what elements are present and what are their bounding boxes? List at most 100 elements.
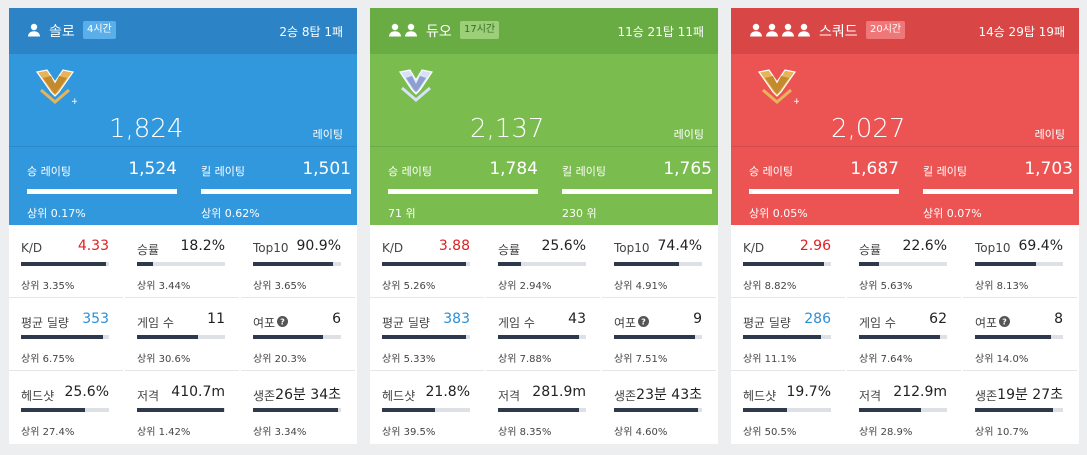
stat-value: 25.6%	[541, 238, 586, 254]
stat-percentile: 상위 1.42%	[137, 427, 191, 438]
help-icon[interactable]: ?	[999, 315, 1011, 330]
rating-label: 레이팅	[1034, 128, 1065, 141]
stat-label: K/D	[21, 241, 43, 255]
stat-cell: 헤드샷 21.8% 상위 39.5%	[370, 370, 484, 443]
stat-bar-fill	[859, 335, 940, 339]
stat-bar	[137, 408, 225, 412]
stat-percentile: 상위 50.5%	[743, 427, 797, 438]
help-icon[interactable]: ?	[277, 315, 289, 330]
win-rating-rank: 상위 0.17%	[27, 207, 86, 220]
mode-name: 스쿼드	[819, 24, 858, 40]
stat-bar-fill	[975, 335, 1051, 339]
stat-bar-fill	[743, 408, 787, 412]
stat-bar-fill	[498, 335, 579, 339]
stat-cell: 승률 22.6% 상위 5.63%	[847, 224, 961, 298]
stat-cell: K/D 3.88 상위 5.26%	[370, 224, 484, 298]
rating-value: 1,824	[109, 114, 184, 144]
stat-cell: 생존 19분 27초 상위 10.7%	[963, 370, 1077, 443]
win-rating-bar	[388, 189, 538, 194]
stat-value: 353	[82, 311, 109, 327]
kill-rating-value: 1,765	[663, 159, 712, 179]
squad-card: 스쿼드 20시간 14승 29탑 19패 + 그랜드마스터 1 2,027 레이…	[731, 8, 1079, 444]
rating-value: 2,027	[831, 114, 906, 144]
duo-card: 듀오 17시간 11승 21탑 11패 TOP 500 2,137 레이팅 64…	[370, 8, 718, 444]
stat-label: 헤드샷	[21, 389, 55, 403]
win-rating-bar	[749, 189, 899, 194]
stat-label: 여포?	[975, 314, 1011, 331]
win-rating-label: 승 레이팅	[388, 165, 432, 178]
stat-value: 90.9%	[296, 238, 341, 254]
stat-cell: 저격 410.7m 상위 1.42%	[125, 370, 239, 443]
stat-value: 69.4%	[1018, 238, 1063, 254]
stat-value: 21.8%	[425, 384, 470, 400]
stat-label: 게임 수	[137, 316, 174, 330]
person-icon	[781, 23, 795, 39]
stat-percentile: 상위 11.1%	[743, 354, 797, 365]
stat-label: K/D	[743, 241, 765, 255]
win-rating: 승 레이팅 1,784 71 위	[388, 147, 548, 225]
stat-bar-fill	[382, 408, 435, 412]
stat-percentile: 상위 28.9%	[859, 427, 913, 438]
stat-bar	[21, 335, 109, 339]
kill-rating: 킬 레이팅 1,765 230 위	[562, 147, 718, 225]
stat-bar-fill	[21, 335, 103, 339]
rating-value: 2,137	[470, 114, 545, 144]
stat-bar	[975, 408, 1063, 412]
stat-label: 게임 수	[498, 316, 535, 330]
stat-value: 410.7m	[171, 384, 225, 400]
playtime-badge: 20시간	[866, 21, 906, 39]
stat-percentile: 상위 3.35%	[21, 281, 75, 292]
stat-cell: Top10 90.9% 상위 3.65%	[241, 224, 355, 298]
stat-bar	[975, 335, 1063, 339]
stat-label: 헤드샷	[743, 389, 777, 403]
person-icon	[404, 23, 418, 39]
stat-value: 286	[804, 311, 831, 327]
stat-cell: 게임 수 43 상위 7.88%	[486, 297, 600, 371]
stat-value: 25.6%	[64, 384, 109, 400]
win-rating-label: 승 레이팅	[749, 165, 793, 178]
stat-bar	[859, 335, 947, 339]
stat-bar-fill	[975, 262, 1036, 266]
stat-bar	[137, 335, 225, 339]
win-rating-bar	[27, 189, 177, 194]
kill-rating-value: 1,501	[302, 159, 351, 179]
stat-value: 4.33	[77, 238, 109, 254]
help-icon[interactable]: ?	[638, 315, 650, 330]
stat-bar	[614, 335, 702, 339]
stat-bar	[382, 408, 470, 412]
stat-cell: 여포? 6 상위 20.3%	[241, 297, 355, 371]
stat-label: 승률	[137, 243, 160, 257]
win-rating-rank: 71 위	[388, 207, 416, 220]
stat-bar-fill	[975, 408, 1054, 412]
stat-percentile: 상위 3.44%	[137, 281, 191, 292]
stat-bar	[975, 262, 1063, 266]
stat-value: 74.4%	[657, 238, 702, 254]
stat-value: 6	[332, 311, 341, 327]
stat-percentile: 상위 27.4%	[21, 427, 75, 438]
stat-bar-fill	[743, 262, 824, 266]
win-rating: 승 레이팅 1,687 상위 0.05%	[749, 147, 909, 225]
kill-rating-label: 킬 레이팅	[201, 165, 245, 178]
stat-bar-fill	[859, 262, 880, 266]
stat-value: 2.96	[799, 238, 831, 254]
stat-value: 212.9m	[893, 384, 947, 400]
stat-cell: 승률 25.6% 상위 2.94%	[486, 224, 600, 298]
stat-label: 저격	[137, 389, 160, 403]
stat-label: 저격	[859, 389, 882, 403]
kill-rating-bar	[923, 189, 1073, 194]
stat-value: 383	[443, 311, 470, 327]
stat-value: 3.88	[438, 238, 470, 254]
stat-label: 생존	[614, 389, 637, 403]
stat-bar	[253, 408, 341, 412]
stat-value: 281.9m	[532, 384, 586, 400]
stat-bar	[498, 408, 586, 412]
stat-bar-fill	[253, 262, 334, 266]
stat-bar	[498, 262, 586, 266]
stat-bar	[614, 262, 702, 266]
stat-bar-fill	[137, 335, 198, 339]
top500-badge-icon	[394, 66, 438, 106]
stat-percentile: 상위 4.60%	[614, 427, 668, 438]
stat-percentile: 상위 7.64%	[859, 354, 913, 365]
people-icons	[27, 23, 41, 39]
sub-rating-section: 승 레이팅 1,524 상위 0.17% 킬 레이팅 1,501 상위 0.62…	[9, 147, 357, 225]
